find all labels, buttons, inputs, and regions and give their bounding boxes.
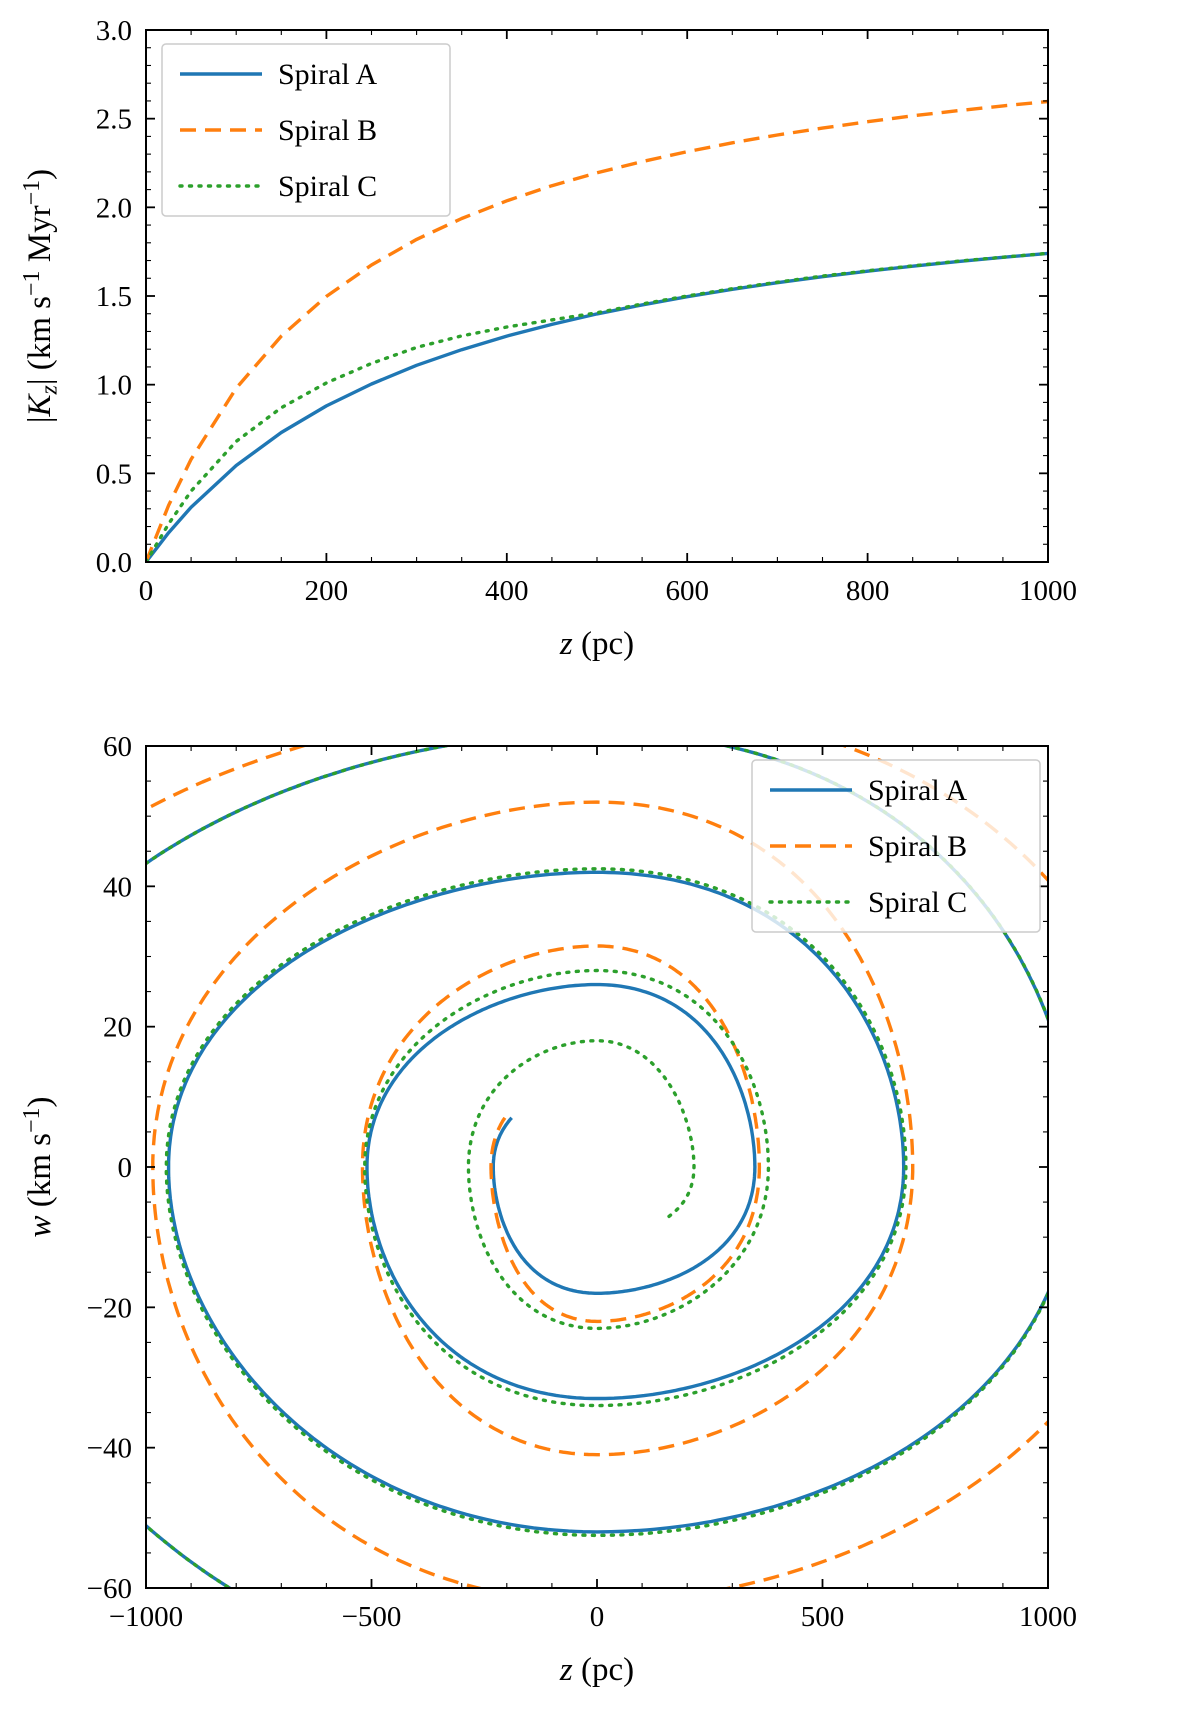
legend-label: Spiral B <box>278 114 377 147</box>
x-axis-label: z (pc) <box>559 626 634 662</box>
x-tick-label: 200 <box>305 575 349 607</box>
legend-label: Spiral C <box>278 170 377 203</box>
y-tick-label: 20 <box>103 1012 132 1044</box>
kz-profile-chart: 0 200 400 600 800 1000 0.0 0.5 1.0 1.5 2.0 2.5 3.0 z … <box>19 15 1077 662</box>
y-tick-label: 40 <box>103 871 132 903</box>
y-axis-label: |Kz| (km s−1 Myr−1) <box>19 169 62 423</box>
legend-label: Spiral C <box>868 886 967 919</box>
y-tick-label: 3.0 <box>96 15 132 47</box>
x-tick-label: −500 <box>342 1601 402 1633</box>
y-tick-label: 2.5 <box>96 104 132 136</box>
x-tick-label: 0 <box>590 1601 605 1633</box>
x-tick-label: 0 <box>139 575 154 607</box>
legend: Spiral A Spiral B Spiral C <box>751 759 1041 933</box>
x-tick-label: 1000 <box>1019 1601 1077 1633</box>
series-line-spiral-c <box>146 251 1048 562</box>
y-tick-label: 1.0 <box>96 370 132 402</box>
x-tick-label: 1000 <box>1019 575 1077 607</box>
x-tick-label: 400 <box>485 575 529 607</box>
series-line-spiral-b <box>146 746 1048 1588</box>
y-tick-label: 0.0 <box>96 547 132 579</box>
legend-label: Spiral B <box>868 830 967 863</box>
x-tick-label: 600 <box>665 575 709 607</box>
legend-box <box>161 43 451 217</box>
legend-label: Spiral A <box>278 58 378 91</box>
series-line-spiral-b <box>146 99 1048 562</box>
x-tick-label: −1000 <box>109 1601 183 1633</box>
y-tick-label: 60 <box>103 731 132 763</box>
x-tick-label: 800 <box>846 575 890 607</box>
plot-area <box>146 99 1048 562</box>
legend: Spiral A Spiral B Spiral C <box>161 43 451 217</box>
legend-label: Spiral A <box>868 774 968 807</box>
phase-spiral-chart: −1000 −500 0 500 1000 −60 −40 −20 0 20 40 60 z (pc) w… <box>19 731 1077 1688</box>
x-tick-label: 500 <box>801 1601 845 1633</box>
y-tick-label: −60 <box>87 1573 132 1605</box>
y-tick-label: 0 <box>118 1152 133 1184</box>
y-tick-label: −20 <box>87 1292 132 1324</box>
y-tick-label: 2.0 <box>96 192 132 224</box>
legend-box <box>751 759 1041 933</box>
y-tick-label: 0.5 <box>96 458 132 490</box>
y-tick-label: 1.5 <box>96 281 132 313</box>
x-axis-label: z (pc) <box>559 1652 634 1688</box>
y-tick-label: −40 <box>87 1433 132 1465</box>
y-axis-label: w (km s−1) <box>19 1096 58 1237</box>
